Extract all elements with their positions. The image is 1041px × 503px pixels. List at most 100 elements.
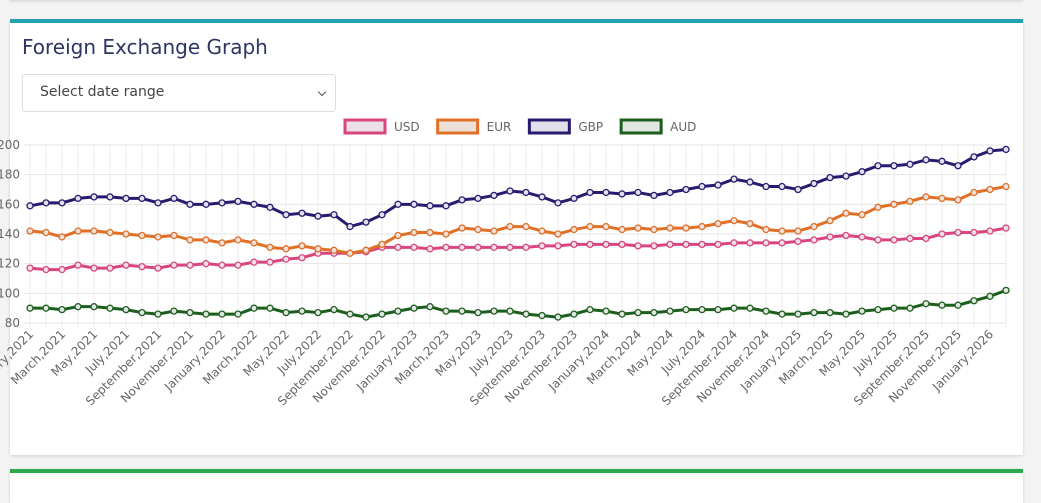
data-point [378,211,386,219]
data-point [506,222,514,231]
data-point [266,258,274,266]
data-point [154,233,162,241]
data-point [890,304,898,312]
data-point [26,304,34,312]
data-point [1002,145,1010,154]
data-point [586,188,594,197]
data-point [634,224,642,232]
data-point [170,261,178,269]
data-point [874,236,882,244]
legend-swatch [343,118,387,135]
data-point [906,304,914,312]
data-point [554,199,562,207]
data-point [218,261,226,269]
data-point [410,243,418,252]
y-tick-label: 180 [0,168,20,182]
data-point [666,224,674,232]
data-point [442,307,450,315]
data-point [730,216,738,225]
data-point [314,308,322,317]
data-point [490,307,498,315]
data-point [682,305,690,314]
data-point [490,191,498,200]
data-point [362,313,370,321]
data-point [474,194,482,203]
data-point [954,162,962,170]
data-point [938,301,946,309]
data-point [538,193,546,201]
data-point [74,303,82,311]
data-point [250,258,258,266]
data-point [362,246,370,254]
data-point [218,310,226,318]
data-point [58,233,66,241]
data-point [858,233,866,241]
data-point [922,156,930,164]
data-point [490,243,498,252]
data-point [106,228,114,237]
data-point [410,304,418,312]
data-point [122,261,130,269]
data-point [602,307,610,315]
data-point [938,157,946,165]
data-point [42,199,50,207]
data-point [874,305,882,314]
data-point [842,310,850,318]
data-point [794,185,802,194]
data-point [458,196,466,204]
data-point [602,240,610,249]
data-point [746,219,754,228]
data-point [378,310,386,318]
data-point [778,239,786,247]
data-point [266,203,274,211]
data-point [218,239,226,247]
data-point [634,242,642,250]
data-point [266,304,274,312]
data-point [1002,286,1010,295]
data-point [458,224,466,232]
data-point [538,311,546,320]
data-point [746,239,754,247]
data-point [58,265,66,274]
data-point [282,308,290,317]
data-point [762,239,770,247]
data-point [410,228,418,237]
data-point [426,303,434,311]
data-point [490,227,498,235]
data-point [954,196,962,204]
data-point [618,240,626,249]
data-point [954,228,962,237]
data-point [186,308,194,317]
data-point [826,233,834,241]
data-point [762,225,770,234]
data-point [42,304,50,312]
data-point [618,310,626,318]
data-point [890,200,898,208]
data-point [234,261,242,269]
data-point [250,304,258,312]
data-point [634,308,642,317]
data-point [330,305,338,314]
data-point [474,225,482,234]
data-point [922,300,930,308]
date-range-select[interactable]: Select date range [22,74,336,112]
data-point [394,307,402,315]
data-point [138,194,146,203]
data-point [794,237,802,246]
data-point [650,191,658,200]
data-point [954,301,962,309]
data-point [794,310,802,318]
data-point [314,212,322,220]
data-point [522,243,530,252]
data-point [298,254,306,262]
data-point [202,236,210,244]
data-point [602,188,610,197]
data-point [554,313,562,321]
data-point [362,218,370,226]
data-point [410,200,418,208]
data-point [90,193,98,201]
data-point [394,200,402,208]
data-point [602,222,610,231]
data-point [746,304,754,312]
data-point [538,242,546,250]
